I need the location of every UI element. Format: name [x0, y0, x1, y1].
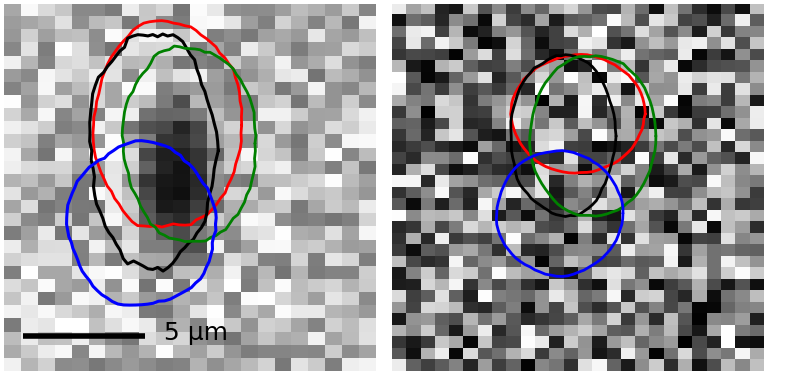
Text: 5 μm: 5 μm	[164, 321, 228, 345]
